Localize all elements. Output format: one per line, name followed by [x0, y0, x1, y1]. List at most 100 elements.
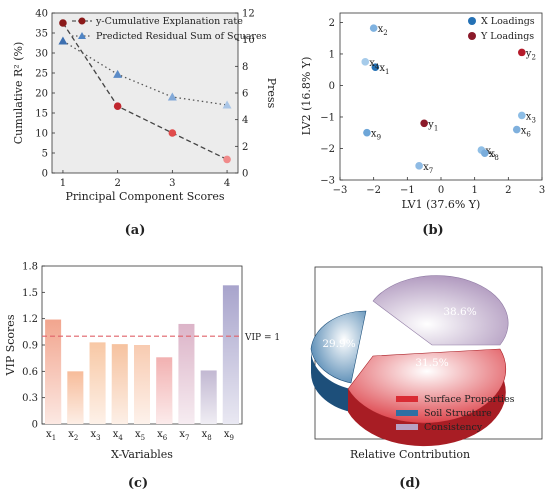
x-tick-label-a: 1 [60, 178, 66, 189]
y-left-tick-label-a: 0 [42, 169, 48, 180]
y-axis-label-b: LV2 (16.8% Y) [300, 57, 313, 136]
x-tick-label-c: x7 [179, 429, 189, 442]
x-tick-label-a: 4 [224, 178, 230, 189]
y-tick-label-c: 1.2 [22, 314, 38, 325]
y-left-tick-label-a: 30 [35, 49, 48, 60]
x-loading-point [363, 128, 371, 137]
point-press [167, 92, 177, 101]
y-left-tick-label-a: 20 [35, 89, 48, 100]
x-loading-label: x7 [423, 162, 433, 175]
legend-label-consistency: Consistency [424, 422, 483, 433]
x-axis-label-c: X-Variables [111, 448, 173, 461]
y-axis-label-left-a: Cumulative R² (%) [12, 42, 25, 144]
y-left-tick-label-a: 40 [35, 9, 48, 20]
y-left-tick-label-a: 25 [35, 69, 48, 80]
y-tick-label-b: 2 [329, 18, 335, 29]
x-tick-label-c: x3 [91, 429, 101, 442]
x-loading-point [361, 58, 370, 66]
point-cumulative [113, 102, 122, 110]
pie-slice-surface-properties [347, 348, 507, 424]
line-press [62, 40, 228, 106]
y-axis-label-right-a: Press [265, 78, 278, 109]
legend-marker-y-loadings [468, 32, 476, 40]
x-loading-label: x4 [369, 58, 380, 71]
y-left-tick-label-a: 5 [42, 149, 48, 160]
y-tick-label-b: 1 [329, 49, 335, 60]
x-tick-label-a: 3 [169, 178, 175, 189]
x-axis-label-b: LV1 (37.6% Y) [402, 198, 481, 211]
panel-label-b: (b) [422, 223, 443, 238]
legend-label-soil-structure: Soil Structure [424, 408, 492, 419]
x-tick-label-c: x5 [135, 429, 145, 442]
y-left-tick-label-a: 15 [35, 109, 48, 120]
y-tick-label-c: 1.8 [22, 262, 38, 273]
x-tick-label-b: 3 [539, 185, 545, 196]
pie-slice-soil-structure [310, 310, 367, 384]
point-cumulative [59, 19, 67, 27]
x-loading-label: x5 [485, 146, 495, 159]
pie-label-surface-properties: 31.5% [415, 357, 448, 369]
x-axis-label-a: Principal Component Scores [65, 190, 224, 203]
point-press [222, 100, 232, 109]
x-tick-label-b: −2 [366, 185, 381, 196]
legend-swatch-consistency [396, 424, 418, 430]
x-loading-label: x1 [379, 63, 389, 76]
y-loading-label: y1 [427, 119, 438, 132]
pie-title-d: Relative Contribution [350, 448, 470, 461]
y-tick-label-c: 0 [32, 420, 38, 431]
panel-label-a: (a) [125, 223, 146, 238]
x-tick-label-c: x6 [157, 429, 168, 442]
y-tick-label-b: −2 [320, 144, 335, 155]
vip-bar-shade [89, 342, 106, 424]
panel-label-d: (d) [399, 476, 420, 491]
y-tick-label-c: 0.6 [22, 367, 38, 378]
x-tick-label-c: x4 [113, 429, 124, 442]
vip-threshold-label: VIP = 1 [244, 333, 280, 343]
legend-swatch-soil-structure [396, 410, 418, 416]
pie-label-soil-structure: 29.9% [322, 338, 355, 350]
x-tick-label-c: x9 [224, 429, 234, 442]
vip-bar-shade [111, 344, 128, 424]
legend-a: y-Cumulative Explanation rate Predicted … [72, 16, 267, 42]
point-press [58, 36, 68, 45]
x-tick-label-c: x8 [202, 429, 212, 442]
x-tick-label-b: 0 [438, 185, 444, 196]
x-loading-point [371, 63, 380, 71]
pie-label-consistency: 38.6% [443, 306, 476, 318]
legend-label-press: Predicted Residual Sum of Squares [96, 31, 267, 42]
y-right-tick-label-a: 6 [242, 89, 248, 100]
legend-label-cumulative: y-Cumulative Explanation rate [95, 16, 243, 27]
panel-d-chart: 38.6% 29.9% 31.5% Surface Properties Soi… [310, 266, 543, 491]
x-loading-label: x2 [378, 24, 388, 37]
vip-bar-shade [67, 371, 84, 424]
y-tick-label-b: −1 [320, 112, 335, 123]
x-loading-point [480, 149, 489, 158]
vip-bar-shade [222, 285, 239, 424]
y-right-tick-label-a: 0 [242, 169, 248, 180]
point-cumulative [168, 129, 177, 137]
y-right-tick-label-a: 4 [242, 115, 248, 126]
y-left-tick-label-a: 10 [35, 129, 48, 140]
y-loading-label: y2 [525, 48, 536, 61]
y-tick-label-b: 0 [329, 81, 335, 92]
vip-bar-shade [45, 319, 62, 424]
x-loading-point [512, 125, 521, 134]
legend-d: Surface Properties Soil Structure Consis… [396, 394, 515, 433]
legend-b: X Loadings Y Loadings [468, 16, 535, 42]
pie-wall-soil-structure [310, 349, 351, 412]
point-cumulative [223, 155, 231, 164]
x-tick-label-b: 1 [471, 185, 477, 196]
panel-c-chart: x1 x2 x3 x4 x5 x6 x7 x8 x9 0 0.3 0.6 0.9 1.2 1.5 1.8 VI… [4, 262, 280, 492]
y-axis-label-c: VIP Scores [4, 314, 17, 376]
x-tick-label-b: −3 [333, 185, 348, 196]
legend-marker-cumulative [78, 17, 86, 25]
pie-slice-consistency [372, 275, 509, 346]
y-loading-point [518, 48, 526, 57]
y-right-tick-label-a: 2 [242, 142, 248, 153]
legend-swatch-surface-properties [396, 396, 418, 402]
panel-b-chart: −3 −2 −1 0 1 2 3 −3 −2 −1 0 1 2 x1 x2 x3 x4 x5 x6 x7 x8 x9 y1… [300, 12, 545, 238]
y-tick-label-c: 1.5 [22, 288, 38, 299]
x-loading-point [518, 111, 526, 120]
x-tick-label-b: −1 [400, 185, 415, 196]
